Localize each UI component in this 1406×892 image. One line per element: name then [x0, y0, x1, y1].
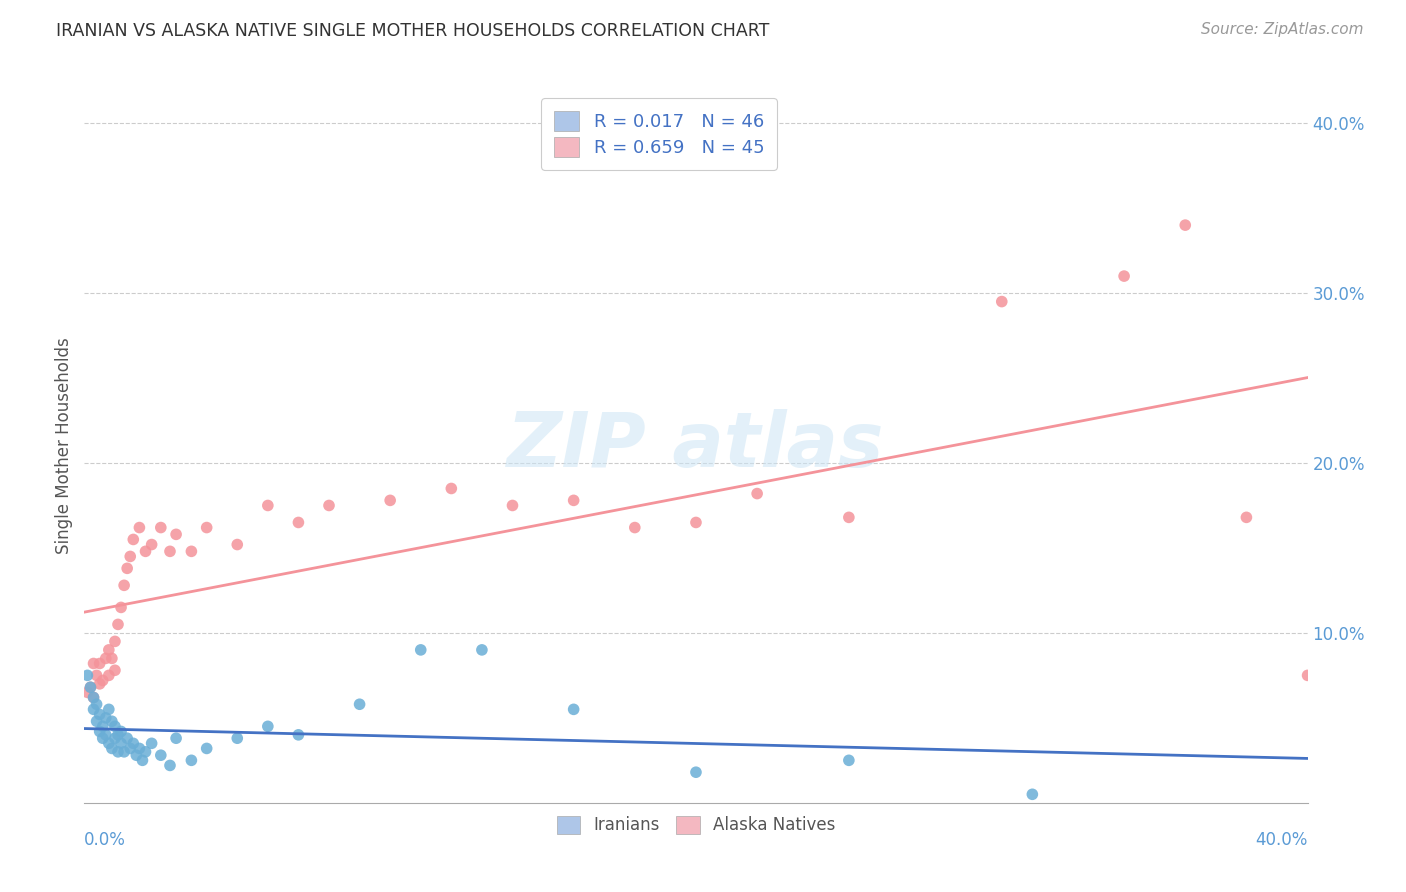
Point — [89, 677, 111, 691]
Point — [107, 745, 129, 759]
Point — [562, 493, 585, 508]
Point — [89, 724, 111, 739]
Point — [112, 578, 135, 592]
Point — [180, 753, 202, 767]
Point — [685, 765, 707, 780]
Point — [115, 561, 138, 575]
Point — [104, 663, 127, 677]
Point — [135, 544, 157, 558]
Point — [409, 643, 432, 657]
Point — [257, 499, 280, 513]
Point — [380, 493, 402, 508]
Point — [122, 736, 145, 750]
Point — [1174, 218, 1197, 232]
Point — [349, 698, 371, 712]
Point — [110, 736, 132, 750]
Point — [83, 702, 105, 716]
Point — [94, 651, 117, 665]
Point — [159, 758, 181, 772]
Text: Source: ZipAtlas.com: Source: ZipAtlas.com — [1201, 22, 1364, 37]
Point — [115, 731, 138, 746]
Point — [149, 520, 172, 534]
Point — [107, 728, 129, 742]
Point — [101, 714, 124, 729]
Point — [76, 685, 98, 699]
Point — [101, 741, 124, 756]
Point — [104, 719, 127, 733]
Point — [110, 724, 132, 739]
Point — [502, 499, 524, 513]
Point — [101, 651, 124, 665]
Point — [104, 731, 127, 746]
Point — [79, 680, 101, 694]
Point — [86, 668, 108, 682]
Text: 40.0%: 40.0% — [1256, 831, 1308, 849]
Point — [131, 753, 153, 767]
Point — [76, 668, 98, 682]
Point — [110, 600, 132, 615]
Point — [91, 673, 114, 688]
Text: 0.0%: 0.0% — [84, 831, 127, 849]
Point — [180, 544, 202, 558]
Point — [287, 728, 309, 742]
Point — [562, 702, 585, 716]
Point — [141, 537, 163, 551]
Point — [120, 549, 142, 564]
Text: ZIP atlas: ZIP atlas — [508, 409, 884, 483]
Point — [747, 486, 769, 500]
Point — [94, 728, 117, 742]
Point — [165, 731, 187, 746]
Point — [83, 690, 105, 705]
Point — [471, 643, 494, 657]
Point — [135, 745, 157, 759]
Point — [226, 537, 249, 551]
Point — [440, 482, 463, 496]
Point — [79, 680, 101, 694]
Point — [624, 520, 647, 534]
Point — [149, 748, 172, 763]
Point — [991, 294, 1014, 309]
Point — [685, 516, 707, 530]
Point — [97, 643, 120, 657]
Point — [838, 510, 860, 524]
Point — [107, 617, 129, 632]
Point — [1021, 787, 1043, 801]
Point — [257, 719, 280, 733]
Point — [94, 711, 117, 725]
Point — [1114, 269, 1136, 284]
Point — [83, 690, 105, 705]
Point — [287, 516, 309, 530]
Point — [195, 520, 218, 534]
Point — [125, 748, 148, 763]
Y-axis label: Single Mother Households: Single Mother Households — [55, 338, 73, 554]
Point — [1296, 668, 1319, 682]
Point — [122, 533, 145, 547]
Point — [89, 657, 111, 671]
Point — [195, 741, 218, 756]
Point — [83, 657, 105, 671]
Point — [112, 745, 135, 759]
Point — [86, 698, 108, 712]
Point — [159, 544, 181, 558]
Point — [86, 714, 108, 729]
Point — [165, 527, 187, 541]
Point — [128, 741, 150, 756]
Point — [104, 634, 127, 648]
Point — [97, 702, 120, 716]
Point — [97, 668, 120, 682]
Point — [128, 520, 150, 534]
Text: IRANIAN VS ALASKA NATIVE SINGLE MOTHER HOUSEHOLDS CORRELATION CHART: IRANIAN VS ALASKA NATIVE SINGLE MOTHER H… — [56, 22, 769, 40]
Point — [141, 736, 163, 750]
Point — [97, 736, 120, 750]
Legend: Iranians, Alaska Natives: Iranians, Alaska Natives — [547, 805, 845, 845]
Point — [91, 719, 114, 733]
Point — [838, 753, 860, 767]
Point — [1236, 510, 1258, 524]
Point — [120, 741, 142, 756]
Point — [91, 731, 114, 746]
Point — [89, 707, 111, 722]
Point — [318, 499, 340, 513]
Point — [226, 731, 249, 746]
